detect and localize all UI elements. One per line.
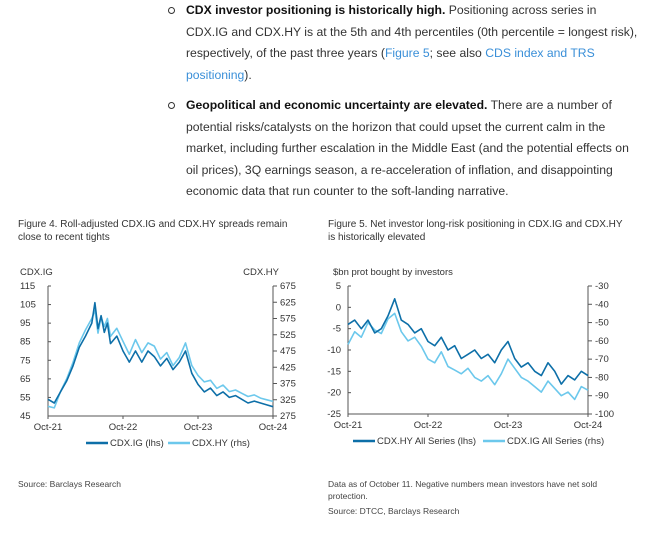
fig5-x-tick-label: Oct-21 <box>334 420 363 431</box>
bullet-positioning-text3: ). <box>244 67 252 82</box>
fig4-legend-label-1: CDX.HY (rhs) <box>192 438 250 449</box>
fig4-x-tick-label: Oct-23 <box>184 422 213 433</box>
fig5-right-tick-label: -80 <box>595 372 609 383</box>
fig5-right-tick-label: -30 <box>595 281 609 292</box>
cds-positioning-link[interactable]: CDS index and TRS positioning <box>186 46 595 82</box>
fig4-legend-label-0: CDX.IG (lhs) <box>110 438 164 449</box>
fig5-left-tick-label: -20 <box>327 388 341 399</box>
fig5-left-tick-label: -10 <box>327 345 341 356</box>
bullet-positioning-text: Positioning across series in CDX.IG and … <box>186 3 638 60</box>
figure-5: Figure 5. Net investor long-risk positio… <box>327 218 628 447</box>
fig4-right-tick-label: 525 <box>280 330 296 341</box>
fig4-left-tick-label: 95 <box>20 318 31 329</box>
fig5-legend-label-0: CDX.HY All Series (lhs) <box>377 436 476 447</box>
figure-5-title: Figure 5. Net investor long-risk positio… <box>328 219 623 243</box>
bullet-uncertainty: Geopolitical and economic uncertainty ar… <box>168 95 638 203</box>
fig4-right-tick-label: 475 <box>280 346 296 357</box>
figure-5-note: Data as of October 11. Negative numbers … <box>328 479 598 501</box>
bullet-positioning-text2: ; see also <box>429 46 486 60</box>
fig5-right-tick-label: -70 <box>595 354 609 365</box>
fig4-right-tick-label: 325 <box>280 395 296 406</box>
figure-5-chart: $bn prot bought by investors 5 0 -5 -10 -15 -2… <box>327 267 614 447</box>
figure-5-source: Source: DTCC, Barclays Research <box>328 506 460 516</box>
fig4-left-tick-label: 105 <box>20 300 36 311</box>
fig4-right-tick-label: 425 <box>280 362 296 373</box>
fig4-right-tick-label: 625 <box>280 297 296 308</box>
fig5-right-tick-label: -50 <box>595 318 609 329</box>
fig4-left-tick-label: 75 <box>20 355 31 366</box>
fig5-x-tick-label: Oct-22 <box>414 420 443 431</box>
fig4-left-tick-label: 45 <box>20 411 31 422</box>
fig4-left-tick-label: 65 <box>20 374 31 385</box>
fig5-left-tick-label: 5 <box>336 281 341 292</box>
bullet-positioning-heading: CDX investor positioning is historically… <box>186 3 446 17</box>
figure-4-chart: CDX.IG CDX.HY 115 105 95 85 75 65 55 45 675 625 575 5… <box>20 267 296 449</box>
fig4-right-tick-label: 675 <box>280 281 296 292</box>
fig4-x-tick-label: Oct-24 <box>259 422 288 433</box>
fig4-right-tick-label: 275 <box>280 411 296 422</box>
fig5-right-tick-label: -90 <box>595 391 609 402</box>
bullet-uncertainty-text: There are a number of potential risks/ca… <box>186 98 629 198</box>
fig5-left-tick-label: 0 <box>336 302 341 313</box>
fig4-x-tick-label: Oct-21 <box>34 422 63 433</box>
fig5-right-tick-label: -100 <box>595 409 614 420</box>
fig4-series-line-0 <box>47 301 274 408</box>
fig4-right-axis-label: CDX.HY <box>243 267 280 278</box>
bullet-list: CDX investor positioning is historically… <box>168 0 638 203</box>
fig4-left-tick-label: 115 <box>20 281 35 292</box>
fig5-series-line-0 <box>347 297 589 385</box>
fig5-x-tick-label: Oct-24 <box>574 420 603 431</box>
fig4-right-tick-label: 375 <box>280 379 296 390</box>
fig4-x-tick-label: Oct-22 <box>109 422 138 433</box>
fig5-left-axis-label: $bn prot bought by investors <box>333 267 453 278</box>
bullet-positioning: CDX investor positioning is historically… <box>168 0 638 86</box>
figure-4-source: Source: Barclays Research <box>18 479 121 489</box>
fig4-left-tick-label: 85 <box>20 337 31 348</box>
fig5-left-tick-label: -5 <box>333 324 341 335</box>
bullet-uncertainty-heading: Geopolitical and economic uncertainty ar… <box>186 98 488 112</box>
fig4-series-line-1 <box>47 309 274 409</box>
fig5-series-line-1 <box>347 312 589 401</box>
fig5-left-tick-label: -25 <box>327 409 341 420</box>
fig4-right-tick-label: 575 <box>280 314 296 325</box>
fig4-left-tick-label: 55 <box>20 392 31 403</box>
fig4-left-axis-label: CDX.IG <box>20 267 53 278</box>
fig5-x-tick-label: Oct-23 <box>494 420 523 431</box>
fig5-legend-label-1: CDX.IG All Series (rhs) <box>507 436 604 447</box>
fig5-left-tick-label: -15 <box>327 366 341 377</box>
figure5-link[interactable]: Figure 5 <box>384 46 430 60</box>
fig5-right-tick-label: -40 <box>595 299 609 310</box>
figure-4-title: Figure 4. Roll-adjusted CDX.IG and CDX.H… <box>18 219 288 243</box>
fig5-right-tick-label: -60 <box>595 336 609 347</box>
figure-4: Figure 4. Roll-adjusted CDX.IG and CDX.H… <box>18 218 303 449</box>
